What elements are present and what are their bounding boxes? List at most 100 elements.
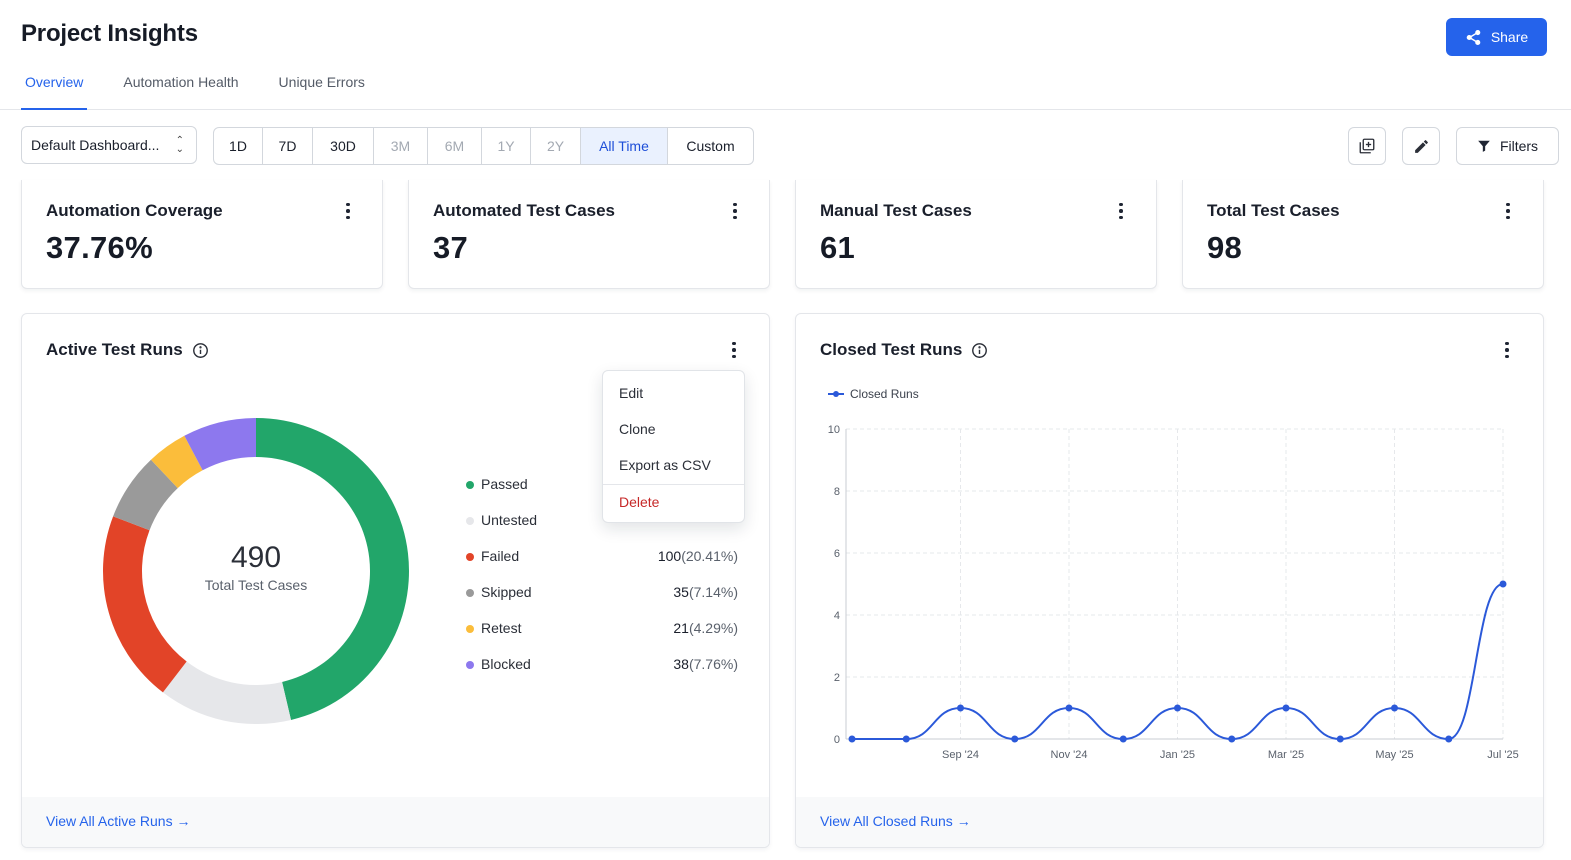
kebab-menu-icon[interactable] — [338, 199, 358, 223]
data-point[interactable] — [902, 735, 910, 743]
panel-title: Active Test Runs — [46, 340, 209, 360]
donut-slice-blocked[interactable] — [184, 418, 256, 471]
closed-test-runs-panel: Closed Test Runs Closed Runs 0 2 4 6 8 10 Sep … — [795, 313, 1544, 848]
tab-bar: Overview Automation Health Unique Errors — [21, 62, 401, 110]
panel-title: Closed Test Runs — [820, 340, 988, 360]
donut-slice-retest[interactable] — [150, 435, 203, 489]
legend-dot — [466, 553, 474, 561]
legend-value: 21(4.29%) — [673, 620, 738, 636]
stat-card-value: 37 — [433, 230, 469, 265]
tab-unique-errors[interactable]: Unique Errors — [278, 74, 365, 90]
data-point[interactable] — [1499, 580, 1507, 588]
x-tick-label: Nov '24 — [1051, 749, 1088, 761]
kebab-menu-icon[interactable] — [1497, 338, 1517, 362]
stat-card-title: Total Test Cases — [1207, 201, 1340, 220]
data-point[interactable] — [1119, 735, 1127, 743]
info-icon[interactable] — [192, 342, 209, 359]
donut-center: 490 Total Test Cases — [102, 417, 410, 725]
chevron-updown-icon: ⌃ ⌄ — [175, 135, 184, 155]
line-chart: 0 2 4 6 8 10 Sep '24 Nov '24 Jan '25 Mar '25 May '… — [828, 424, 1519, 761]
stat-card-title: Manual Test Cases — [820, 201, 972, 220]
tab-overview[interactable]: Overview — [21, 62, 88, 110]
legend-percent: (4.29%) — [688, 620, 738, 636]
x-tick-label: May '25 — [1375, 749, 1413, 761]
range-2y-button[interactable]: 2Y — [531, 128, 581, 164]
kebab-menu-icon[interactable] — [1111, 199, 1131, 223]
data-point[interactable] — [848, 735, 856, 743]
panel-footer: View All Active Runs → — [22, 797, 769, 847]
donut-total-value: 490 — [230, 541, 282, 574]
legend-item-passed[interactable]: Passed — [466, 475, 738, 495]
menu-item-delete[interactable]: Delete — [619, 494, 660, 510]
legend-label: Skipped — [481, 584, 532, 600]
y-tick-label: 6 — [834, 548, 840, 560]
legend-value: 100(20.41%) — [658, 548, 738, 564]
share-button[interactable]: Share — [1446, 18, 1547, 56]
legend-dot — [466, 589, 474, 597]
legend-label: Retest — [481, 620, 522, 636]
legend-dot — [466, 517, 474, 525]
y-tick-label: 10 — [828, 424, 840, 436]
page-title: Project Insights — [21, 20, 198, 47]
range-6m-button[interactable]: 6M — [428, 128, 482, 164]
header: Project Insights Share Overview Automati… — [0, 0, 1571, 110]
legend-item-blocked[interactable]: Blocked 38(7.76%) — [466, 655, 738, 675]
menu-item-export-csv[interactable]: Export as CSV — [619, 457, 711, 473]
menu-item-edit[interactable]: Edit — [619, 385, 644, 401]
stat-card-total-test-cases: Total Test Cases 98 — [1182, 180, 1544, 289]
range-all-time-button[interactable]: All Time — [581, 128, 668, 164]
data-point[interactable] — [1228, 735, 1236, 743]
donut-slice-passed[interactable] — [256, 418, 409, 720]
stat-card-title: Automated Test Cases — [433, 201, 616, 220]
range-1d-button[interactable]: 1D — [214, 128, 263, 164]
kebab-menu-icon[interactable] — [1498, 199, 1518, 223]
legend-line-marker — [828, 391, 844, 397]
data-point[interactable] — [1336, 735, 1344, 743]
stat-card-value: 61 — [820, 230, 856, 265]
stat-card-manual-test-cases: Manual Test Cases 61 — [795, 180, 1157, 289]
menu-item-clone[interactable]: Clone — [619, 421, 656, 437]
filters-button[interactable]: Filters — [1456, 127, 1559, 165]
legend-item-retest[interactable]: Retest 21(4.29%) — [466, 619, 738, 639]
donut-chart: 490 Total Test Cases — [102, 417, 410, 725]
filter-icon — [1478, 140, 1490, 152]
data-point[interactable] — [1445, 735, 1453, 743]
filters-label: Filters — [1499, 138, 1539, 154]
kebab-menu-icon[interactable] — [724, 338, 744, 362]
kebab-menu-icon[interactable] — [725, 199, 745, 223]
range-30d-button[interactable]: 30D — [313, 128, 374, 164]
data-point[interactable] — [1065, 704, 1073, 712]
donut-slice-failed[interactable] — [102, 516, 187, 693]
legend-item-untested[interactable]: Untested — [466, 511, 738, 531]
panel-title-text: Closed Test Runs — [820, 340, 963, 359]
data-point[interactable] — [957, 704, 964, 712]
toolbar: Default Dashboard... ⌃ ⌄ 1D 7D 30D 3M 6M … — [0, 110, 1571, 180]
data-point[interactable] — [1011, 735, 1019, 743]
legend-item-failed[interactable]: Failed 100(20.41%) — [466, 547, 738, 567]
view-all-active-runs-link[interactable]: View All Active Runs → — [46, 813, 191, 829]
range-7d-button[interactable]: 7D — [263, 128, 313, 164]
stat-card-value: 37.76% — [46, 230, 153, 265]
data-point[interactable] — [1174, 704, 1181, 712]
data-point[interactable] — [1282, 704, 1290, 712]
legend-series-name: Closed Runs — [850, 387, 919, 401]
donut-slice-untested[interactable] — [162, 661, 292, 724]
edit-dashboard-button[interactable] — [1402, 127, 1440, 165]
info-icon[interactable] — [971, 342, 988, 359]
add-widget-button[interactable] — [1348, 127, 1386, 165]
legend-value: 38(7.76%) — [673, 656, 738, 672]
view-all-closed-runs-link[interactable]: View All Closed Runs → — [820, 813, 971, 829]
dashboard-select[interactable]: Default Dashboard... ⌃ ⌄ — [21, 126, 197, 164]
legend-item-skipped[interactable]: Skipped 35(7.14%) — [466, 583, 738, 603]
edit-pencil-icon — [1414, 139, 1428, 153]
legend-count: 38 — [673, 656, 689, 672]
range-3m-button[interactable]: 3M — [374, 128, 428, 164]
range-1y-button[interactable]: 1Y — [482, 128, 531, 164]
tab-automation-health[interactable]: Automation Health — [123, 74, 239, 90]
stat-card-value: 98 — [1207, 230, 1243, 265]
data-point[interactable] — [1391, 704, 1398, 712]
legend-label: Blocked — [481, 656, 531, 672]
donut-slice-skipped[interactable] — [113, 459, 178, 531]
range-custom-button[interactable]: Custom — [686, 138, 735, 154]
legend-value: 35(7.14%) — [673, 584, 738, 600]
